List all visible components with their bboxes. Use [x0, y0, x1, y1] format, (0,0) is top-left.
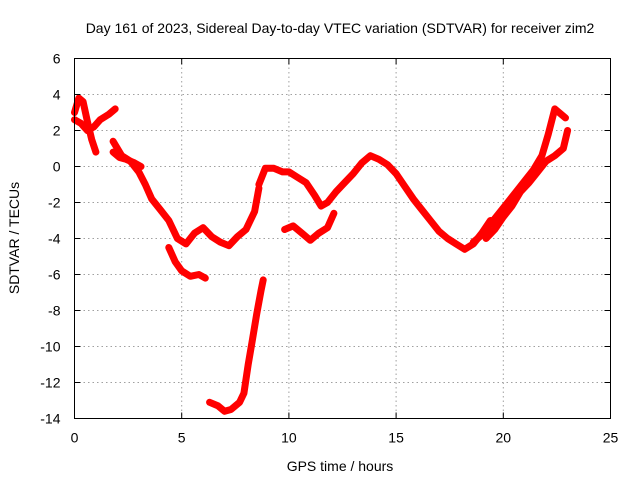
x-tick-label: 15	[388, 430, 404, 446]
series-layer	[71, 94, 572, 415]
series-arc-3	[109, 137, 263, 250]
series-arc-2	[71, 105, 119, 134]
x-tick-label: 25	[603, 430, 619, 446]
y-tick-label: -12	[40, 375, 60, 391]
series-arc-1	[71, 94, 100, 156]
y-tick-label: 0	[53, 159, 61, 175]
y-tick-label: 2	[53, 123, 61, 139]
y-tick-label: 4	[53, 87, 61, 103]
y-tick-label: -4	[48, 231, 61, 247]
y-tick-label: 6	[53, 51, 61, 67]
chart-title: Day 161 of 2023, Sidereal Day-to-day VTE…	[86, 20, 595, 36]
series-arc-10	[482, 127, 572, 242]
series-arc-9	[469, 105, 569, 246]
x-tick-label: 20	[496, 430, 512, 446]
series-arc-7	[281, 209, 338, 244]
series-arc-6	[255, 152, 494, 253]
series-arc-4	[165, 244, 209, 282]
y-tick-label: -6	[48, 267, 61, 283]
x-tick-label: 5	[178, 430, 186, 446]
y-tick-label: -8	[48, 303, 61, 319]
axis-layer: 0 5 10 15 20 25 -14 -12 -10 -8 -6 -4 -2 0 2 4 6	[40, 51, 618, 446]
x-axis-label: GPS time / hours	[287, 458, 394, 474]
grid-layer	[74, 58, 611, 419]
y-axis-label: SDTVAR / TECUs	[6, 182, 22, 294]
series-arc-8	[206, 276, 267, 415]
x-tick-label: 0	[71, 430, 79, 446]
x-tick-label: 10	[281, 430, 297, 446]
series-arc-5	[109, 148, 145, 170]
y-tick-label: -2	[48, 195, 61, 211]
y-tick-label: -10	[40, 339, 60, 355]
y-tick-label: -14	[40, 411, 60, 427]
